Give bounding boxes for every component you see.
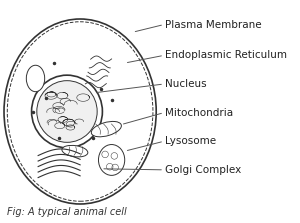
Text: Nucleus: Nucleus	[165, 79, 207, 89]
Text: Lysosome: Lysosome	[165, 136, 217, 146]
Text: Endoplasmic Reticulum: Endoplasmic Reticulum	[165, 50, 287, 60]
Text: Plasma Membrane: Plasma Membrane	[165, 19, 262, 29]
Ellipse shape	[37, 81, 97, 142]
Ellipse shape	[26, 65, 45, 92]
Ellipse shape	[98, 145, 125, 175]
Ellipse shape	[91, 122, 122, 137]
Text: Golgi Complex: Golgi Complex	[165, 165, 242, 175]
Ellipse shape	[32, 75, 102, 148]
Text: Fig: A typical animal cell: Fig: A typical animal cell	[7, 207, 126, 217]
Ellipse shape	[62, 145, 88, 157]
Ellipse shape	[4, 19, 156, 204]
Text: Mitochondria: Mitochondria	[165, 108, 233, 118]
